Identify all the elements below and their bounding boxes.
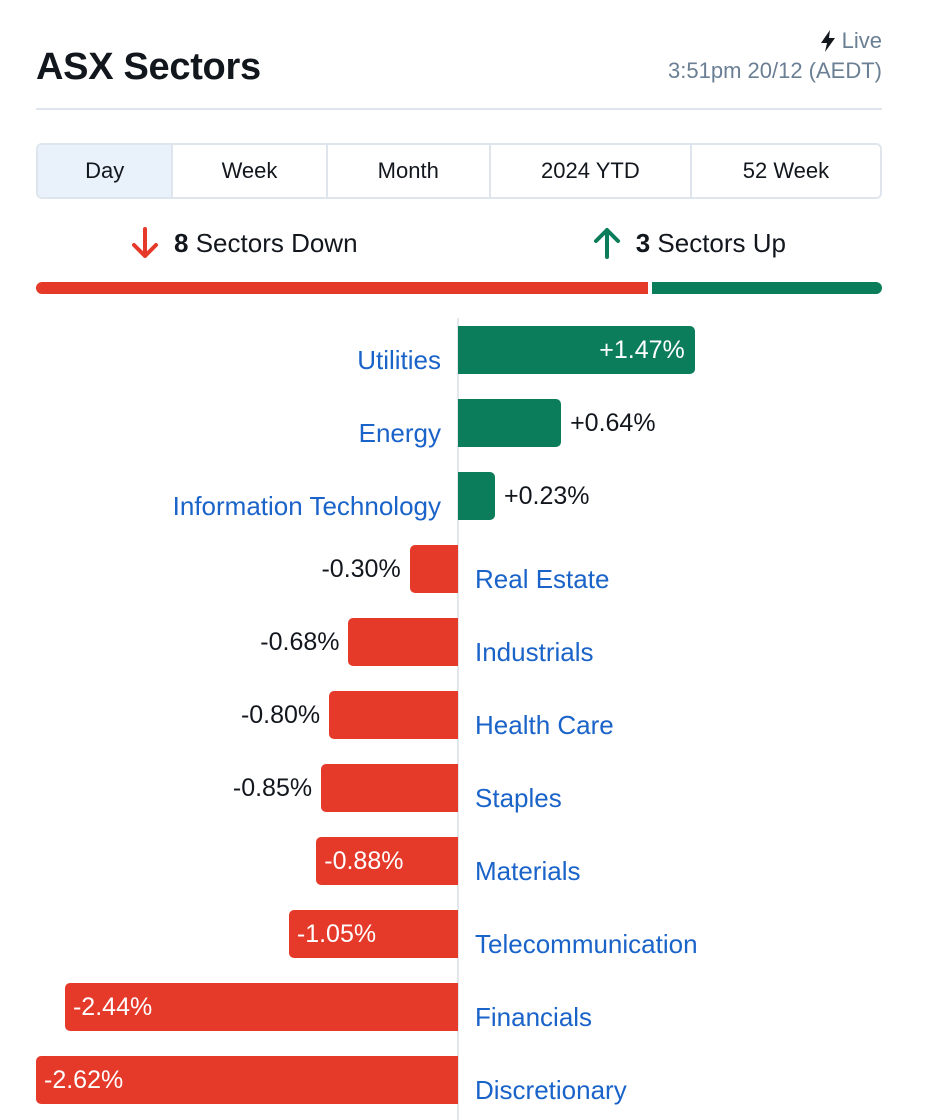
sectors-down-label: Sectors Down <box>195 227 358 258</box>
sectors-down-count: 8 <box>174 227 189 258</box>
value-label-energy: +0.64% <box>570 409 656 437</box>
header: ASX Sectors Live 3:51pm 20/12 (AEDT) <box>36 28 882 110</box>
value-label-discretionary: -2.62% <box>44 1066 124 1094</box>
value-label-financials: -2.44% <box>72 993 153 1021</box>
tab-week[interactable]: Week <box>173 145 328 197</box>
split-bar-up <box>652 282 882 294</box>
bar-energy <box>458 399 562 447</box>
sector-summary: 8 Sectors Down 3 Sectors Up <box>36 226 882 274</box>
tab-label: Month <box>377 158 439 183</box>
bar-telecommunication <box>288 910 458 958</box>
bar-industrials <box>348 618 458 666</box>
sector-link-real-estate[interactable]: Real Estate <box>475 564 610 594</box>
value-label-utilities: +1.47% <box>599 336 685 364</box>
up-down-split-bar <box>36 282 882 294</box>
sector-link-energy[interactable]: Energy <box>358 418 441 448</box>
sectors-up-label: Sectors Up <box>657 227 786 258</box>
timestamp: 3:51pm 20/12 (AEDT) <box>668 58 882 83</box>
value-label-telecommunication: -1.05% <box>296 920 377 948</box>
page-title: ASX Sectors <box>36 46 261 88</box>
lightning-icon <box>820 30 835 52</box>
sector-bar-chart: +1.47% Utilities +0.64% Energy +0.23% Informa… <box>0 318 940 1120</box>
bar-health-care <box>329 691 458 739</box>
bar-real-estate <box>409 545 458 593</box>
value-label-health-care: -0.80% <box>240 701 321 729</box>
value-label-information-technology: +0.23% <box>504 482 590 510</box>
tab-day[interactable]: Day <box>38 145 174 197</box>
tab-label: Day <box>85 158 125 183</box>
zero-axis <box>457 318 459 1120</box>
sector-link-materials[interactable]: Materials <box>475 856 581 886</box>
value-label-industrials: -0.68% <box>260 628 340 656</box>
arrow-down-icon <box>132 227 158 258</box>
sector-link-staples[interactable]: Staples <box>475 783 562 813</box>
bar-information-technology <box>458 472 496 520</box>
sectors-up-count: 3 <box>635 227 651 258</box>
bar-materials <box>316 837 458 885</box>
sector-link-health-care[interactable]: Health Care <box>475 710 614 740</box>
sectors-up-summary: 3 Sectors Up <box>592 226 786 260</box>
sector-link-financials[interactable]: Financials <box>475 1002 593 1032</box>
value-label-materials: -0.88% <box>324 847 404 875</box>
sector-link-discretionary[interactable]: Discretionary <box>475 1075 627 1105</box>
sector-link-information-technology[interactable]: Information Technology <box>172 491 441 521</box>
sectors-down-summary: 8 Sectors Down <box>130 226 358 260</box>
tab-52-week[interactable]: 52 Week <box>691 145 880 197</box>
value-label-real-estate: -0.30% <box>321 555 401 583</box>
tab-2024-ytd[interactable]: 2024 YTD <box>490 145 692 197</box>
tab-label: 2024 YTD <box>541 158 640 183</box>
arrow-up-icon <box>593 228 620 259</box>
tab-label: 52 Week <box>742 158 830 183</box>
tab-label: Week <box>221 158 278 183</box>
split-bar-down <box>36 282 648 294</box>
period-tabs: Day Week Month 2024 YTD 52 Week <box>36 143 882 199</box>
bar-utilities <box>458 326 695 374</box>
sector-link-industrials[interactable]: Industrials <box>475 637 594 667</box>
live-indicator: Live <box>820 28 882 54</box>
live-label: Live <box>841 28 882 53</box>
tab-month[interactable]: Month <box>327 145 491 197</box>
sector-link-telecommunication[interactable]: Telecommunication <box>475 929 698 959</box>
sector-link-utilities[interactable]: Utilities <box>357 345 441 375</box>
bar-financials <box>64 983 458 1031</box>
bar-staples <box>321 764 458 812</box>
value-label-staples: -0.85% <box>232 774 313 802</box>
bar-discretionary <box>36 1056 458 1104</box>
